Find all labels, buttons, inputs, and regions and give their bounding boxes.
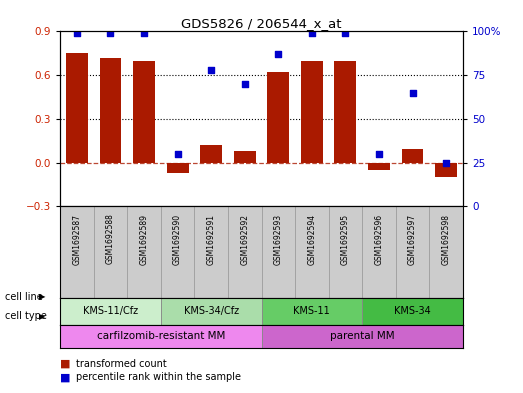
Bar (368, 163, 390, 170)
Point (140, 30, 148, 36)
Text: carfilzomib-resistant MM: carfilzomib-resistant MM (97, 331, 225, 341)
Text: percentile rank within the sample: percentile rank within the sample (76, 372, 241, 382)
Point (174, 151, 182, 157)
Bar (402, 149, 424, 163)
Bar (295, 206, 328, 298)
Bar (161, 206, 195, 298)
Point (241, 81, 249, 87)
Bar (99, 58, 121, 163)
Text: GSM1692595: GSM1692595 (341, 213, 350, 264)
Text: KMS-11: KMS-11 (293, 306, 330, 316)
Point (308, 30, 316, 36)
Bar (133, 61, 155, 163)
Bar (234, 151, 256, 163)
Text: ■: ■ (60, 372, 71, 382)
Bar (362, 298, 463, 325)
Bar (228, 206, 262, 298)
Text: transformed count: transformed count (76, 358, 167, 369)
Text: parental MM: parental MM (330, 331, 394, 341)
Text: GSM1692598: GSM1692598 (441, 213, 451, 264)
Bar (435, 163, 457, 177)
Bar (262, 206, 295, 298)
Bar (200, 145, 222, 163)
Point (106, 30, 115, 36)
Point (207, 67, 215, 73)
Text: ▶: ▶ (39, 312, 45, 321)
Bar (335, 61, 356, 163)
Text: KMS-11/Cfz: KMS-11/Cfz (83, 306, 138, 316)
Bar (262, 298, 362, 325)
Text: ■: ■ (60, 358, 71, 369)
Text: GSM1692591: GSM1692591 (207, 213, 215, 264)
Bar (267, 72, 289, 163)
Bar (60, 206, 94, 298)
Text: ▶: ▶ (39, 292, 45, 301)
Bar (301, 61, 323, 163)
Text: GSM1692590: GSM1692590 (173, 213, 182, 264)
Bar (429, 206, 463, 298)
Text: cell line: cell line (5, 292, 43, 302)
Point (274, 51, 282, 57)
Title: GDS5826 / 206544_x_at: GDS5826 / 206544_x_at (181, 17, 342, 30)
Bar (328, 206, 362, 298)
Text: KMS-34/Cfz: KMS-34/Cfz (184, 306, 238, 316)
Bar (66, 53, 88, 163)
Bar (161, 298, 262, 325)
Text: GSM1692597: GSM1692597 (408, 213, 417, 264)
Text: GSM1692588: GSM1692588 (106, 213, 115, 264)
Text: GSM1692587: GSM1692587 (72, 213, 82, 264)
Text: GSM1692593: GSM1692593 (274, 213, 283, 264)
Bar (94, 206, 127, 298)
Bar (396, 206, 429, 298)
Point (408, 90, 417, 96)
Bar (195, 206, 228, 298)
Bar (362, 206, 396, 298)
Bar (167, 163, 188, 173)
Bar (262, 325, 463, 348)
Text: GSM1692592: GSM1692592 (240, 213, 249, 264)
Point (73, 30, 81, 36)
Point (442, 160, 450, 166)
Text: GSM1692594: GSM1692594 (308, 213, 316, 264)
Text: KMS-34: KMS-34 (394, 306, 431, 316)
Text: cell type: cell type (5, 311, 47, 321)
Point (375, 151, 383, 157)
Bar (60, 325, 262, 348)
Text: GSM1692596: GSM1692596 (374, 213, 383, 264)
Bar (127, 206, 161, 298)
Text: GSM1692589: GSM1692589 (140, 213, 149, 264)
Point (341, 30, 349, 36)
Bar (60, 298, 161, 325)
